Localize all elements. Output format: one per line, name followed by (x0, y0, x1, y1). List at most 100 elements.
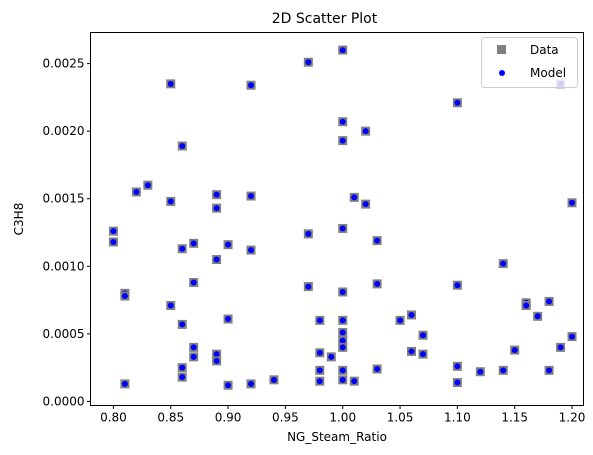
model-point (339, 367, 346, 374)
x-axis-label: NG_Steam_Ratio (287, 430, 387, 444)
model-point (374, 280, 381, 287)
model-point (362, 201, 369, 208)
model-point (339, 317, 346, 324)
model-point (339, 288, 346, 295)
model-point (328, 353, 335, 360)
model-point (110, 228, 117, 235)
model-point (133, 188, 140, 195)
model-point (270, 376, 277, 383)
model-point (362, 128, 369, 135)
model-point (121, 380, 128, 387)
model-point (144, 182, 151, 189)
model-point (190, 344, 197, 351)
model-point (179, 245, 186, 252)
model-point (454, 282, 461, 289)
model-point (569, 333, 576, 340)
model-point (546, 367, 553, 374)
model-point (213, 205, 220, 212)
model-point (167, 80, 174, 87)
model-point (213, 256, 220, 263)
plot-frame (90, 32, 584, 406)
points-layer (108, 45, 577, 390)
model-point (454, 99, 461, 106)
model-point (339, 344, 346, 351)
model-point (225, 316, 232, 323)
x-tick-label: 1.00 (329, 411, 356, 425)
model-point (305, 283, 312, 290)
model-point (339, 329, 346, 336)
legend-data-marker (497, 45, 506, 54)
x-tick-label: 1.15 (501, 411, 528, 425)
model-point (316, 378, 323, 385)
y-tick-label: 0.0025 (43, 57, 85, 71)
model-point (339, 47, 346, 54)
y-tick-label: 0.0000 (43, 394, 85, 408)
model-point (339, 137, 346, 144)
x-tick-label: 1.05 (387, 411, 414, 425)
y-tick-label: 0.0020 (43, 124, 85, 138)
model-point (213, 357, 220, 364)
model-point (190, 353, 197, 360)
model-point (408, 311, 415, 318)
model-point (374, 366, 381, 373)
model-point (110, 238, 117, 245)
model-point (339, 118, 346, 125)
model-point (248, 82, 255, 89)
x-tick-label: 0.80 (100, 411, 127, 425)
model-point (534, 313, 541, 320)
model-point (316, 317, 323, 324)
x-tick-label: 0.85 (157, 411, 184, 425)
model-point (213, 351, 220, 358)
model-point (454, 363, 461, 370)
model-point (225, 241, 232, 248)
model-point (248, 247, 255, 254)
model-point (339, 225, 346, 232)
model-point (419, 332, 426, 339)
model-point (351, 378, 358, 385)
y-tick-label: 0.0015 (43, 192, 85, 206)
model-point (121, 293, 128, 300)
model-point (179, 321, 186, 328)
y-axis-label: C3H8 (12, 203, 26, 236)
legend-model-marker (499, 70, 505, 76)
y-tick-label: 0.0005 (43, 327, 85, 341)
y-axis-ticks: 0.0000 0.0005 0.0010 0.0015 0.0020 0.0025 (43, 57, 91, 408)
model-point (339, 376, 346, 383)
model-point (500, 260, 507, 267)
model-point (454, 379, 461, 386)
model-point (523, 302, 530, 309)
model-point (248, 380, 255, 387)
model-point (225, 382, 232, 389)
y-tick-label: 0.0010 (43, 259, 85, 273)
model-point (397, 317, 404, 324)
model-point (339, 337, 346, 344)
legend-data-label: Data (530, 43, 559, 57)
model-point (316, 367, 323, 374)
model-point (190, 279, 197, 286)
model-point (500, 367, 507, 374)
x-axis-ticks: 0.80 0.85 0.90 0.95 1.00 1.05 1.10 1.15 1.20 (100, 405, 586, 425)
model-point (419, 351, 426, 358)
model-point (351, 194, 358, 201)
model-point (248, 193, 255, 200)
model-point (305, 59, 312, 66)
model-point (477, 368, 484, 375)
model-point (179, 143, 186, 150)
model-point (569, 199, 576, 206)
model-point (305, 230, 312, 237)
model-point (190, 240, 197, 247)
model-point (511, 347, 518, 354)
legend-model-label: Model (530, 66, 566, 80)
model-point (167, 302, 174, 309)
model-point (557, 344, 564, 351)
model-point (374, 237, 381, 244)
x-tick-label: 0.90 (215, 411, 242, 425)
model-point (179, 374, 186, 381)
model-point (408, 348, 415, 355)
model-point (546, 298, 553, 305)
model-point (179, 364, 186, 371)
x-tick-label: 1.20 (559, 411, 586, 425)
model-point (167, 198, 174, 205)
chart-title: 2D Scatter Plot (272, 11, 378, 27)
